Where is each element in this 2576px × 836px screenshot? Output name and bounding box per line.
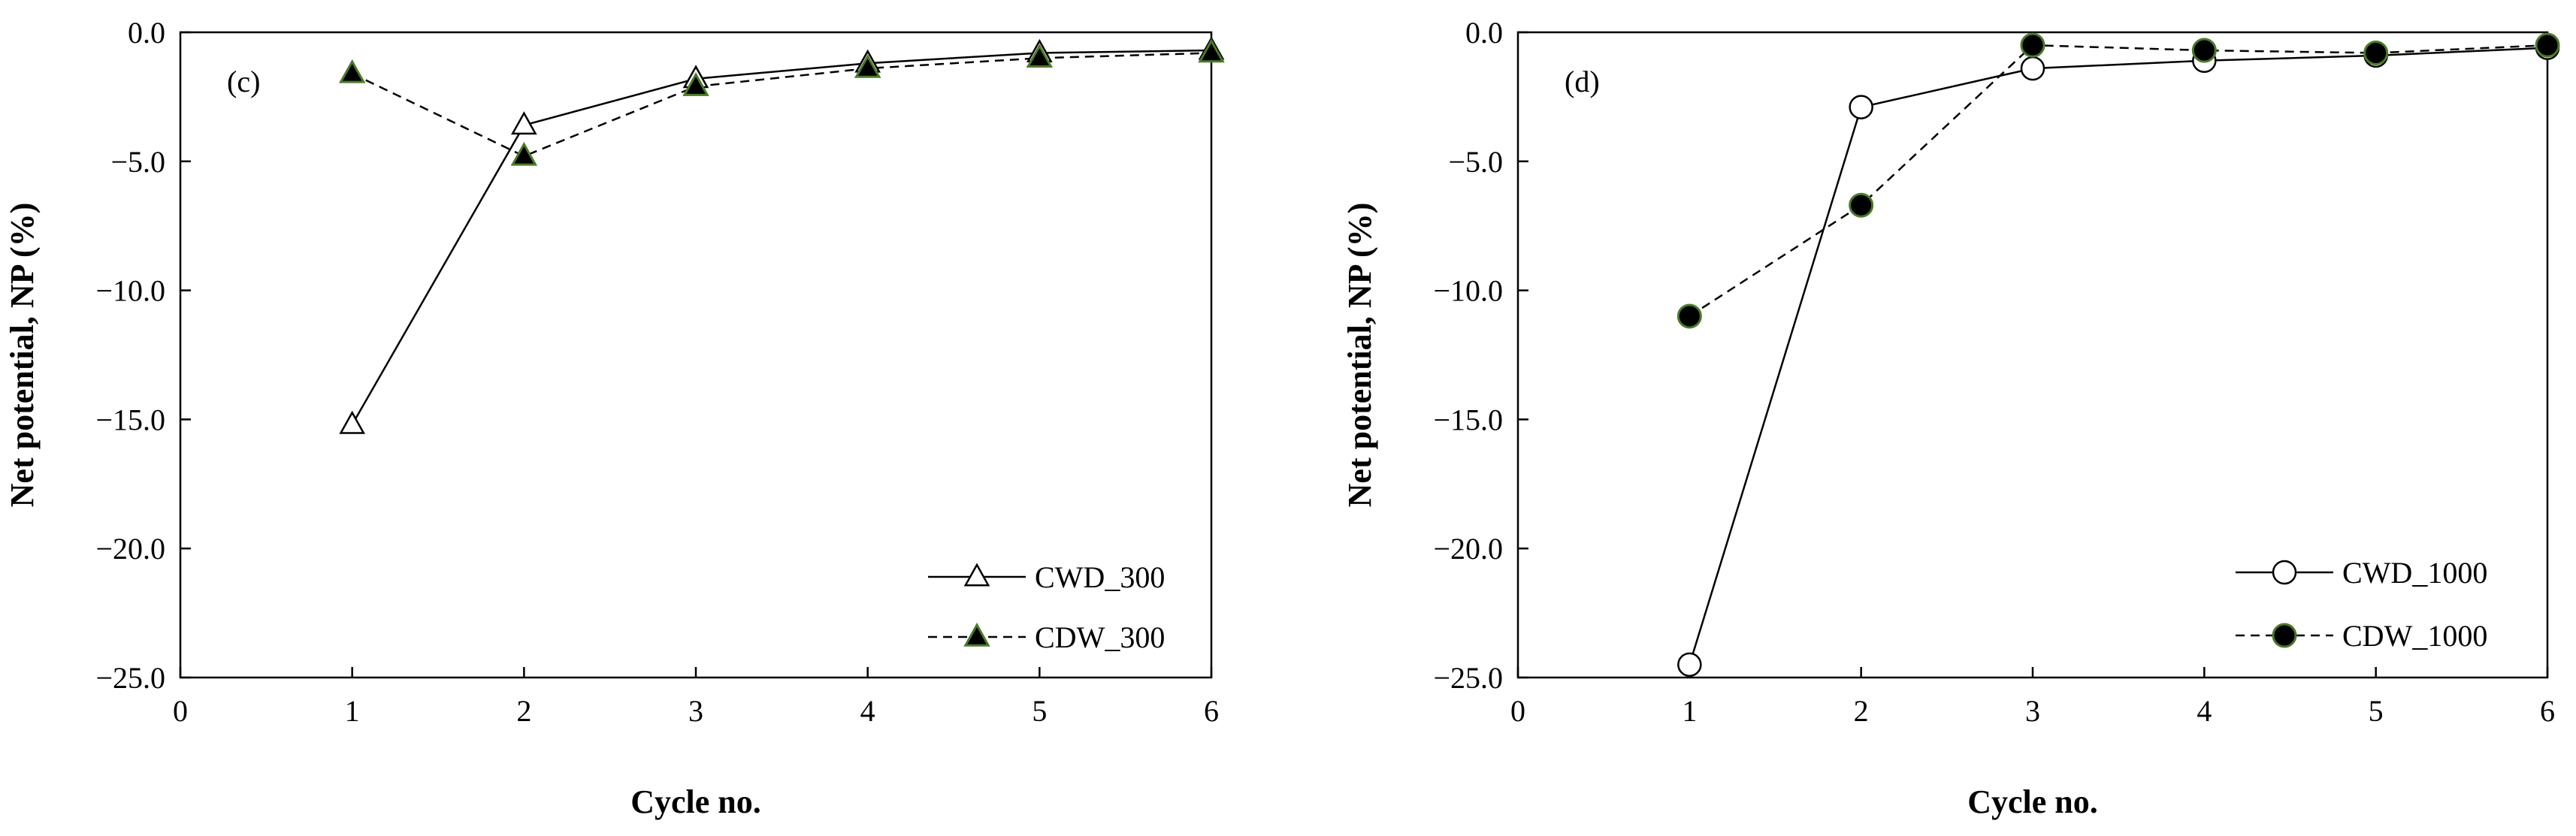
y-axis-title: Net potential, NP (%) [1341,203,1378,508]
data-point-cdw-1000 [2535,32,2560,58]
x-tick-label: 1 [1682,694,1697,728]
y-tick-label: −10.0 [1433,274,1503,308]
x-axis-title: Cycle no. [630,783,761,820]
legend-entry-label: CDW_1000 [2342,619,2487,653]
legend-entry-label: CWD_300 [1035,560,1165,594]
legend-marker-swatch [2272,560,2297,585]
x-tick-label: 6 [1204,694,1219,728]
data-point-cdw-300 [854,54,881,78]
x-tick-label: 0 [173,694,188,728]
legend-marker-swatch [963,622,990,647]
y-tick-label: −25.0 [1433,661,1503,695]
data-point-cwd-1000 [1677,652,1702,678]
y-tick-label: −5.0 [1448,145,1503,179]
x-tick-label: 1 [345,694,360,728]
x-tick-label: 0 [1510,694,1525,728]
data-point-cwd-1000 [2020,56,2045,81]
series-line-cdw-300 [352,52,1212,158]
y-tick-label: −20.0 [95,532,165,566]
x-tick-label: 6 [2540,694,2555,728]
y-tick-label: −20.0 [1433,532,1503,566]
data-point-cdw-300 [510,141,538,166]
data-point-cdw-300 [1026,44,1054,68]
x-tick-label: 2 [1854,694,1869,728]
x-tick-label: 5 [1032,694,1047,728]
y-tick-label: −25.0 [95,661,165,695]
y-tick-label: −10.0 [95,274,165,308]
data-point-cdw-1000 [2191,38,2217,63]
y-tick-label: −15.0 [1433,403,1503,436]
legend-marker-swatch [963,563,990,587]
panel-label: (c) [227,65,260,98]
data-point-cdw-300 [1198,38,1225,63]
x-tick-label: 4 [860,694,875,728]
legend-marker-swatch [2272,623,2297,648]
panel-label: (d) [1565,65,1600,98]
series-line-cdw-1000 [1689,44,2548,318]
data-point-cwd-300 [511,111,537,135]
x-tick-label: 3 [688,694,703,728]
data-point-cdw-1000 [2363,40,2389,65]
chart-panel-c: 0 1 2 3 4 5 6 0.0 −5.0 −10.0 −15.0 −20.0 −25.0 Cycle … [4,16,1225,820]
y-axis-title: Net potential, NP (%) [4,203,41,508]
data-point-cdw-300 [682,72,709,96]
x-axis-title: Cycle no. [1967,783,2098,820]
y-tick-label: −15.0 [95,403,165,436]
chart-panel-d: 0 1 2 3 4 5 6 0.0 −5.0 −10.0 −15.0 −20.0 −25.0 Cycle … [1341,16,2560,820]
series-line-cwd-1000 [1689,47,2548,665]
data-point-cdw-1000 [2020,32,2045,58]
x-tick-label: 3 [2025,694,2040,728]
x-tick-label: 5 [2369,694,2384,728]
x-tick-label: 4 [2197,694,2212,728]
data-point-cdw-1000 [1677,303,1702,329]
data-point-cwd-1000 [1849,95,1873,119]
legend-entry-label: CDW_300 [1035,620,1165,654]
series-line-cwd-300 [351,49,1212,425]
data-point-cdw-1000 [1849,192,1874,218]
legend-entry-label: CWD_1000 [2342,556,2487,590]
data-point-cwd-300 [339,410,365,434]
y-tick-label: 0.0 [128,16,165,50]
y-tick-label: 0.0 [1465,16,1503,50]
data-point-cdw-300 [338,59,366,83]
x-tick-label: 2 [516,694,531,728]
y-tick-label: −5.0 [110,145,165,179]
